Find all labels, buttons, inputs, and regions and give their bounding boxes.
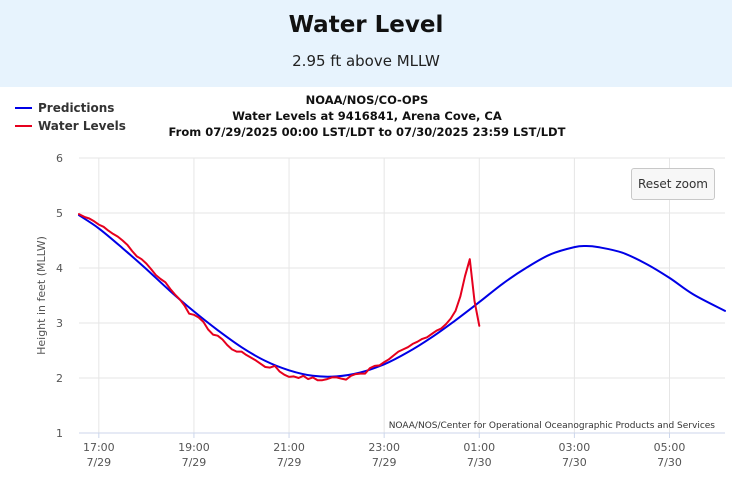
chart-title-line: From 07/29/2025 00:00 LST/LDT to 07/30/2… — [169, 125, 566, 139]
legend-label-predictions: Predictions — [38, 101, 114, 115]
y-tick-label: 2 — [56, 372, 63, 385]
x-tick-date-label: 7/30 — [562, 456, 587, 469]
x-tick-date-label: 7/29 — [372, 456, 397, 469]
x-tick-time-label: 01:00 — [463, 441, 495, 454]
header-banner: Water Level 2.95 ft above MLLW — [0, 0, 732, 87]
water-levels-series-line[interactable] — [78, 213, 481, 382]
y-tick-label: 3 — [56, 317, 63, 330]
y-tick-label: 6 — [56, 152, 63, 165]
x-tick-date-label: 7/29 — [182, 456, 207, 469]
chart-title-line: NOAA/NOS/CO-OPS — [306, 93, 429, 107]
x-tick-date-label: 7/29 — [86, 456, 111, 469]
x-tick-date-label: 7/30 — [657, 456, 682, 469]
predictions-series-line[interactable] — [78, 214, 726, 378]
page-title: Water Level — [288, 12, 444, 38]
y-tick-label: 4 — [56, 262, 63, 275]
legend-label-water-levels: Water Levels — [38, 119, 126, 133]
y-axis-label: Height in feet (MLLW) — [35, 236, 48, 355]
current-level-readout: 2.95 ft above MLLW — [292, 52, 440, 70]
x-tick-time-label: 19:00 — [178, 441, 210, 454]
x-tick-date-label: 7/29 — [277, 456, 302, 469]
y-tick-label: 5 — [56, 207, 63, 220]
reset-zoom-button[interactable]: Reset zoom — [631, 168, 715, 200]
y-tick-label: 1 — [56, 427, 63, 440]
chart-title-line: Water Levels at 9416841, Arena Cove, CA — [232, 109, 502, 123]
x-tick-time-label: 17:00 — [83, 441, 115, 454]
credit-text: NOAA/NOS/Center for Operational Oceanogr… — [389, 421, 716, 431]
x-tick-time-label: 03:00 — [559, 441, 591, 454]
x-tick-time-label: 21:00 — [273, 441, 305, 454]
x-tick-date-label: 7/30 — [467, 456, 492, 469]
x-tick-time-label: 05:00 — [654, 441, 686, 454]
water-level-chart[interactable]: 1 2 3 4 5 6 17:00 7/29 19:00 7/29 21:00 7/29 23:00 7/… — [0, 87, 732, 484]
x-tick-time-label: 23:00 — [368, 441, 400, 454]
